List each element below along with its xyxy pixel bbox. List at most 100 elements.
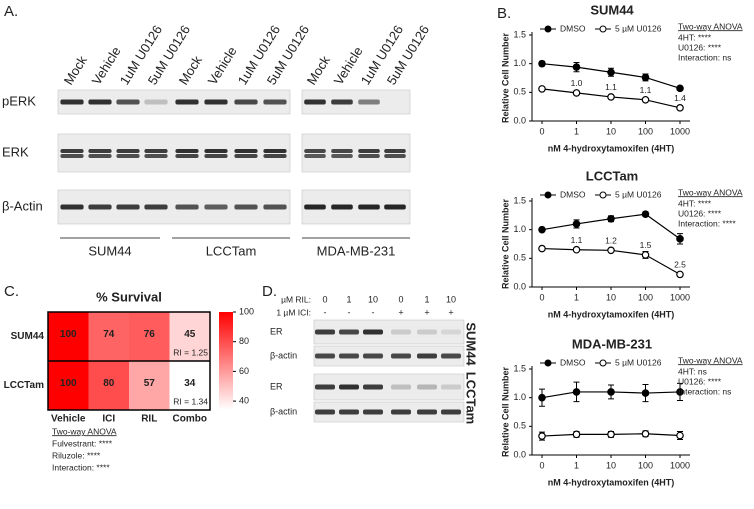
- chart-title: MDA-MB-231: [572, 336, 652, 351]
- point-label: 1.5: [640, 240, 652, 250]
- blot-band: [339, 409, 359, 415]
- panel-label: B.: [497, 5, 511, 22]
- group-label: SUM44: [88, 243, 131, 258]
- data-point: [538, 59, 546, 68]
- x-tick-label: 0: [539, 126, 544, 136]
- ici-flag: +: [424, 307, 429, 317]
- group-label: LCCTam: [206, 243, 257, 258]
- stats-line: Interaction: ****: [52, 462, 110, 472]
- lane-label: Mock: [176, 53, 205, 88]
- point-label: 1.1: [640, 85, 652, 95]
- data-point: [538, 225, 546, 234]
- blot-band: [175, 149, 199, 153]
- stats-line: U0126: ****: [678, 42, 722, 52]
- ici-flag: +: [398, 307, 403, 317]
- y-axis-title: Relative Cell Number: [500, 198, 510, 289]
- point-label: 1.1: [571, 235, 583, 245]
- ril-dose: 10: [446, 294, 456, 304]
- blot-band: [263, 204, 287, 210]
- y-axis-title: Relative Cell Number: [500, 32, 510, 123]
- blot-strip: [313, 401, 465, 423]
- blot-band: [204, 99, 228, 105]
- data-point: [607, 430, 615, 439]
- data-point: [607, 388, 615, 396]
- data-point: [538, 432, 546, 440]
- blot-band: [204, 204, 228, 210]
- legend-label: DMSO: [560, 23, 586, 33]
- blot-band: [391, 353, 411, 359]
- data-point: [572, 388, 581, 396]
- column-label: RIL: [141, 414, 157, 425]
- x-axis-title: nM 4-hydroxytamoxifen (4HT): [548, 143, 675, 153]
- blot-band: [417, 329, 437, 335]
- legend-label: DMSO: [560, 357, 586, 367]
- blot-band: [116, 154, 140, 158]
- stats-line: Interaction: ns: [678, 52, 731, 62]
- blot-band: [441, 409, 461, 415]
- stats-title: Two-way ANOVA: [678, 21, 743, 31]
- panel-label: D.: [262, 283, 277, 300]
- heatmap-cell: [88, 361, 129, 410]
- blot-band: [175, 99, 199, 105]
- blot-band: [339, 384, 359, 390]
- blot-band: [116, 204, 140, 210]
- blot-band: [315, 384, 335, 390]
- ril-dose: 1: [424, 294, 429, 304]
- blot-band: [358, 149, 380, 153]
- data-point: [676, 235, 684, 243]
- ici-flag: -: [348, 307, 351, 317]
- blot-band: [60, 99, 84, 105]
- heatmap-cell: [88, 312, 129, 361]
- panel-label: A.: [4, 3, 18, 20]
- ril-dose: 1: [346, 294, 351, 304]
- blot-band: [263, 99, 287, 105]
- cell-value: 34: [184, 378, 196, 389]
- data-point: [607, 246, 615, 255]
- ici-flag: -: [372, 307, 375, 317]
- y-tick-label: 0.0: [513, 449, 526, 459]
- blot-band: [204, 154, 228, 158]
- y-axis-title: Relative Cell Number: [500, 366, 510, 457]
- data-point: [538, 85, 546, 93]
- data-point: [572, 63, 581, 71]
- legend-marker: [544, 191, 552, 199]
- x-tick-label: 10: [606, 460, 616, 470]
- column-label: Combo: [173, 414, 207, 425]
- y-tick-label: 1.5: [513, 195, 526, 205]
- blot-band: [331, 99, 353, 105]
- blot-band: [88, 99, 112, 105]
- heatmap-cell: [48, 361, 89, 410]
- blot-band: [144, 204, 168, 210]
- x-axis-title: nM 4-hydroxytamoxifen (4HT): [548, 309, 675, 319]
- blot-band: [315, 409, 335, 415]
- lane-label: Mock: [304, 53, 333, 88]
- data-point: [641, 73, 650, 82]
- lane-label: Mock: [61, 53, 90, 88]
- legend-marker: [544, 359, 552, 367]
- blot-band: [441, 353, 461, 359]
- blot-band: [315, 329, 335, 335]
- row-label: ER: [270, 326, 283, 336]
- blot-band: [144, 99, 168, 105]
- blot-band: [88, 154, 112, 158]
- y-tick-label: 1.0: [513, 224, 526, 234]
- stats-line: Interaction: ****: [678, 218, 736, 228]
- cell-note: RI = 1.34: [173, 396, 208, 406]
- chart-title: LCCTam: [586, 168, 638, 183]
- point-label: 1.2: [605, 236, 617, 246]
- y-tick-label: 0.0: [513, 115, 526, 125]
- x-tick-label: 1: [574, 460, 579, 470]
- data-point: [607, 93, 615, 101]
- x-tick-label: 100: [638, 126, 653, 136]
- blot-band: [304, 99, 326, 105]
- cell-line-label: SUM44: [464, 322, 479, 366]
- blot-band: [358, 204, 380, 210]
- cell-value: 100: [60, 329, 77, 340]
- blot-band: [391, 329, 411, 335]
- heatmap-cell: [169, 361, 210, 410]
- blot-band: [363, 384, 383, 390]
- heatmap-cell: [48, 312, 89, 361]
- x-tick-label: 1000: [670, 126, 690, 136]
- row-label: β-actin: [270, 406, 297, 416]
